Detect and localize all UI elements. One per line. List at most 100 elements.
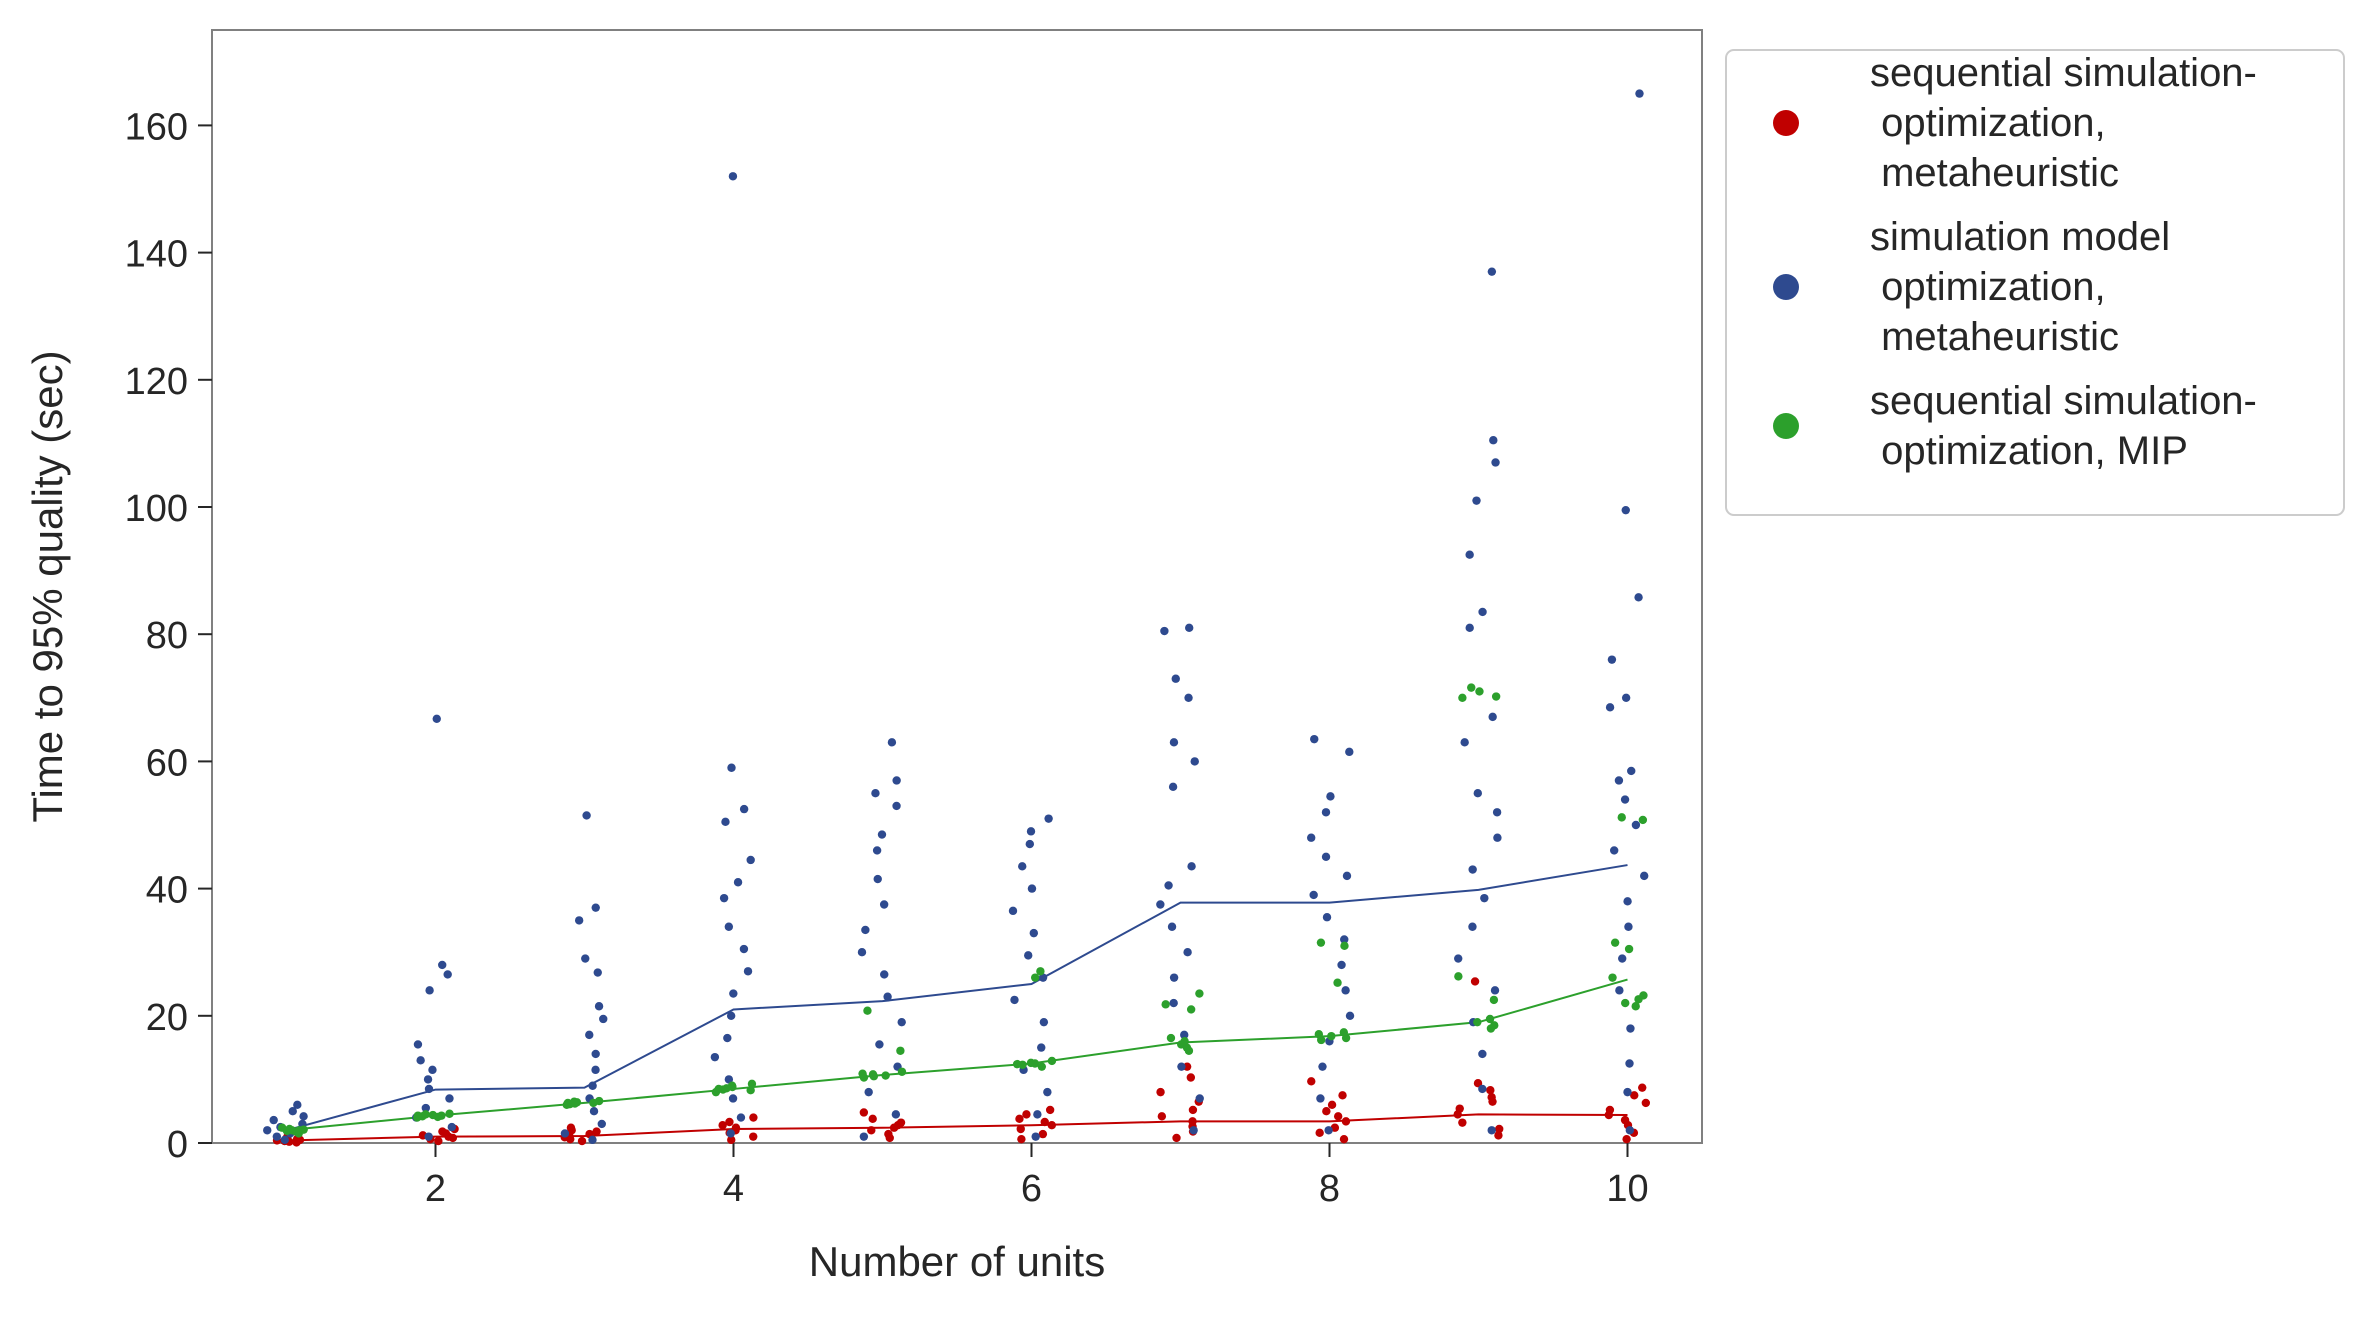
data-point-seq-mip — [1195, 989, 1204, 998]
data-point-seq-meta — [1333, 1112, 1343, 1121]
data-point-seq-meta — [1455, 1104, 1464, 1113]
data-point-simmodel-meta — [293, 1100, 302, 1110]
data-point-seq-mip — [1639, 991, 1648, 1000]
data-point-simmodel-meta — [1169, 738, 1179, 747]
data-point-simmodel-meta — [1605, 703, 1615, 712]
data-point-simmodel-meta — [857, 948, 867, 957]
data-point-simmodel-meta — [1169, 973, 1179, 982]
data-point-simmodel-meta — [280, 1135, 289, 1145]
data-point-seq-meta — [1487, 1093, 1496, 1102]
data-point-seq-meta — [1307, 1077, 1316, 1086]
data-point-seq-meta — [725, 1117, 734, 1127]
data-point-seq-meta — [1188, 1117, 1197, 1126]
data-point-seq-meta — [1315, 1128, 1324, 1138]
data-point-simmodel-meta — [1031, 1132, 1040, 1141]
data-point-simmodel-meta — [883, 992, 892, 1001]
data-point-seq-meta — [592, 1127, 601, 1136]
data-point-simmodel-meta — [739, 804, 749, 814]
data-point-simmodel-meta — [873, 874, 882, 884]
data-point-seq-mip — [1314, 1030, 1324, 1039]
data-point-simmodel-meta — [1487, 267, 1497, 276]
data-point-seq-meta — [1015, 1114, 1024, 1124]
data-point-simmodel-meta — [1037, 1043, 1046, 1052]
x-tick-label: 4 — [723, 1168, 744, 1210]
data-point-simmodel-meta — [1184, 693, 1193, 702]
data-point-seq-mip — [421, 1110, 430, 1119]
mean-line-simmodel-meta — [286, 864, 1628, 1132]
data-point-simmodel-meta — [1621, 505, 1630, 515]
data-point-seq-meta — [718, 1120, 727, 1130]
data-point-simmodel-meta — [727, 763, 736, 772]
data-point-simmodel-meta — [1478, 1049, 1487, 1059]
data-point-seq-meta — [1186, 1073, 1196, 1082]
legend-label-line: sequential simulation- — [1870, 379, 2257, 423]
data-point-seq-meta — [1495, 1124, 1504, 1134]
y-tick-label: 80 — [146, 615, 188, 657]
data-point-simmodel-meta — [1625, 1059, 1634, 1068]
legend-label-line: optimization, MIP — [1870, 429, 2188, 473]
data-point-simmodel-meta — [879, 900, 889, 909]
y-tick-label: 0 — [167, 1124, 188, 1166]
axes-layer: 0 20 40 60 80 100 120 140 160 2 4 6 8 10 — [125, 29, 1703, 1210]
data-point-seq-meta — [1630, 1091, 1639, 1100]
data-point-simmodel-meta — [1337, 960, 1346, 970]
x-tick-label: 6 — [1021, 1168, 1042, 1210]
data-point-seq-mip — [896, 1046, 905, 1055]
data-point-simmodel-meta — [1167, 922, 1177, 931]
data-point-simmodel-meta — [743, 967, 753, 976]
data-point-simmodel-meta — [423, 1075, 433, 1084]
data-point-simmodel-meta — [593, 968, 602, 977]
data-point-simmodel-meta — [432, 714, 441, 723]
data-point-simmodel-meta — [1029, 928, 1039, 938]
data-point-seq-mip — [746, 1086, 755, 1095]
data-point-simmodel-meta — [1164, 881, 1173, 890]
data-point-simmodel-meta — [1489, 436, 1498, 445]
data-point-simmodel-meta — [1187, 862, 1196, 871]
y-tick-label: 60 — [146, 742, 188, 784]
legend-label-line: optimization, — [1870, 265, 2106, 309]
data-point-simmodel-meta — [424, 1132, 433, 1141]
data-point-seq-mip — [897, 1067, 907, 1076]
data-point-seq-meta — [1156, 1087, 1165, 1097]
data-point-simmodel-meta — [591, 1065, 600, 1075]
data-point-simmodel-meta — [269, 1115, 278, 1125]
data-point-simmodel-meta — [1488, 712, 1497, 722]
mean-line-seq-meta — [286, 1113, 1628, 1142]
data-point-seq-meta — [1458, 1118, 1467, 1127]
data-point-seq-mip — [589, 1098, 598, 1108]
data-point-simmodel-meta — [599, 1014, 608, 1024]
data-point-seq-mip — [1624, 944, 1634, 954]
data-point-simmodel-meta — [1609, 846, 1619, 855]
data-point-simmodel-meta — [871, 789, 880, 798]
data-point-simmodel-meta — [1190, 757, 1199, 766]
data-point-seq-mip — [1333, 978, 1342, 987]
data-point-simmodel-meta — [1322, 913, 1332, 922]
y-tick-label: 100 — [125, 488, 188, 530]
data-point-simmodel-meta — [421, 1103, 431, 1113]
data-point-simmodel-meta — [1625, 1126, 1635, 1135]
data-point-simmodel-meta — [892, 776, 901, 785]
data-point-seq-mip — [1166, 1033, 1176, 1043]
data-point-simmodel-meta — [1618, 954, 1627, 963]
data-point-simmodel-meta — [728, 172, 738, 181]
data-point-simmodel-meta — [1342, 871, 1352, 881]
legend-label-line: optimization, — [1870, 101, 2106, 145]
data-point-simmodel-meta — [1160, 626, 1169, 636]
data-point-simmodel-meta — [1454, 954, 1463, 963]
data-point-simmodel-meta — [1177, 1062, 1186, 1071]
data-point-simmodel-meta — [1318, 1062, 1327, 1071]
data-point-simmodel-meta — [594, 1002, 604, 1011]
x-tick-label: 10 — [1606, 1168, 1648, 1210]
data-point-simmodel-meta — [891, 1110, 901, 1119]
data-point-seq-meta — [884, 1129, 893, 1139]
plot-frame — [211, 29, 1703, 1144]
data-point-simmodel-meta — [425, 986, 434, 995]
data-point-seq-mip — [881, 1071, 890, 1080]
data-point-seq-mip — [1316, 938, 1326, 947]
data-point-simmodel-meta — [892, 801, 901, 811]
data-point-seq-meta — [1157, 1112, 1167, 1121]
data-point-seq-mip — [445, 1109, 454, 1118]
data-point-simmodel-meta — [1345, 747, 1354, 757]
data-point-simmodel-meta — [864, 1087, 873, 1097]
data-point-simmodel-meta — [1008, 906, 1018, 916]
